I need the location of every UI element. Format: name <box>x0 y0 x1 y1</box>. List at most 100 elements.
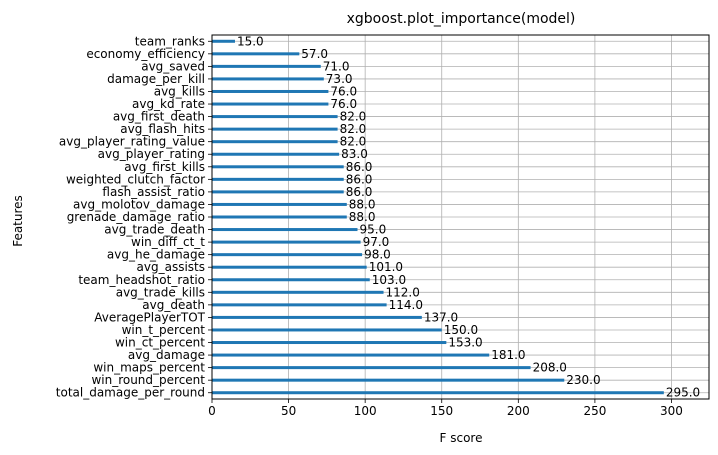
importance-bar <box>212 303 387 307</box>
value-label: 82.0 <box>340 122 367 136</box>
feature-label: flash_assist_ratio <box>102 185 205 199</box>
feature-label: avg_player_rating <box>98 147 205 161</box>
feature-label: avg_trade_kills <box>116 285 205 299</box>
feature-label: total_damage_per_round <box>56 386 205 400</box>
bar-layer <box>212 39 664 395</box>
importance-bar <box>212 165 344 169</box>
value-label: 97.0 <box>363 235 390 249</box>
feature-label: avg_kills <box>154 84 205 98</box>
importance-bar <box>212 115 338 119</box>
x-tick-label: 100 <box>354 404 377 418</box>
value-label: 76.0 <box>330 97 357 111</box>
value-label: 57.0 <box>301 47 328 61</box>
feature-label: avg_trade_death <box>104 223 205 237</box>
importance-bar <box>212 102 329 106</box>
x-tick-label: 50 <box>281 404 296 418</box>
importance-bar <box>212 215 347 219</box>
importance-bar <box>212 353 490 357</box>
importance-bar <box>212 89 329 93</box>
feature-label: win_t_percent <box>122 323 206 337</box>
importance-bar <box>212 39 235 43</box>
value-label: 295.0 <box>666 386 700 400</box>
importance-bar <box>212 328 442 332</box>
importance-bar <box>212 315 422 319</box>
value-label: 15.0 <box>237 34 264 48</box>
value-label: 114.0 <box>389 298 423 312</box>
importance-bar <box>212 265 367 269</box>
importance-bar <box>212 140 338 144</box>
value-label: 103.0 <box>372 273 406 287</box>
value-label: 208.0 <box>533 361 567 375</box>
value-label: 181.0 <box>491 348 525 362</box>
value-label: 83.0 <box>341 147 368 161</box>
importance-bar <box>212 127 338 131</box>
importance-bar <box>212 278 370 282</box>
feature-label: grenade_damage_ratio <box>67 210 205 224</box>
importance-bar <box>212 240 361 244</box>
value-label: 95.0 <box>360 223 387 237</box>
value-label: 86.0 <box>346 185 373 199</box>
feature-label: avg_first_death <box>113 110 205 124</box>
feature-label: avg_death <box>142 298 205 312</box>
importance-bar <box>212 177 344 181</box>
feature-label: avg_kd_rate <box>132 97 205 111</box>
importance-bar <box>212 77 324 81</box>
importance-bar <box>212 366 531 370</box>
feature-label: avg_flash_hits <box>120 122 205 136</box>
x-tick-label: 250 <box>583 404 606 418</box>
value-label: 71.0 <box>323 59 350 73</box>
feature-label: win_maps_percent <box>93 361 205 375</box>
value-label: 76.0 <box>330 84 357 98</box>
value-label: 82.0 <box>340 135 367 149</box>
feature-label: win_ct_percent <box>115 336 205 350</box>
x-ticks: 0 50 100 150 200 250 300 <box>208 40 683 418</box>
feature-label: avg_saved <box>141 59 205 73</box>
importance-bar <box>212 228 358 232</box>
feature-label: avg_he_damage <box>107 248 205 262</box>
feature-label: avg_assists <box>137 260 205 274</box>
x-tick-label: 0 <box>208 404 216 418</box>
value-label: 153.0 <box>448 336 482 350</box>
value-label: 101.0 <box>369 260 403 274</box>
importance-bar <box>212 64 321 68</box>
feature-labels: total_damage_per_roundwin_round_percentw… <box>56 34 206 399</box>
importance-bar <box>212 52 300 56</box>
importance-bar <box>212 378 565 382</box>
y-axis-label: Features <box>11 195 25 247</box>
feature-label: weighted_clutch_factor <box>66 172 205 186</box>
value-label: 88.0 <box>349 197 376 211</box>
feature-label: team_ranks <box>135 34 205 48</box>
importance-bar <box>212 253 363 257</box>
feature-label: avg_first_kills <box>124 160 205 174</box>
feature-label: avg_player_rating_value <box>59 135 205 149</box>
feature-label: avg_damage <box>128 348 205 362</box>
value-label: 112.0 <box>386 285 420 299</box>
chart-title: xgboost.plot_importance(model) <box>347 11 576 27</box>
plot-frame <box>211 34 710 400</box>
feature-label: damage_per_kill <box>107 72 205 86</box>
value-label: 73.0 <box>326 72 353 86</box>
importance-bar <box>212 202 347 206</box>
value-label: 137.0 <box>424 310 458 324</box>
value-label: 88.0 <box>349 210 376 224</box>
importance-bar <box>212 290 384 294</box>
value-label: 150.0 <box>444 323 478 337</box>
value-label: 86.0 <box>346 172 373 186</box>
feature-label: win_round_percent <box>91 373 205 387</box>
feature-label: avg_molotov_damage <box>73 197 205 211</box>
x-tick-label: 150 <box>430 404 453 418</box>
x-tick-label: 300 <box>660 404 683 418</box>
value-label: 230.0 <box>566 373 600 387</box>
importance-bar <box>212 152 340 156</box>
feature-label: AveragePlayerTOT <box>94 310 205 324</box>
importance-bar <box>212 391 664 395</box>
feature-label: team_headshot_ratio <box>78 273 205 287</box>
x-axis-label: F score <box>440 431 483 445</box>
value-label: 86.0 <box>346 160 373 174</box>
feature-label: win_diff_ct_t <box>131 235 205 249</box>
value-label: 82.0 <box>340 110 367 124</box>
importance-bar <box>212 341 447 345</box>
importance-bar <box>212 190 344 194</box>
